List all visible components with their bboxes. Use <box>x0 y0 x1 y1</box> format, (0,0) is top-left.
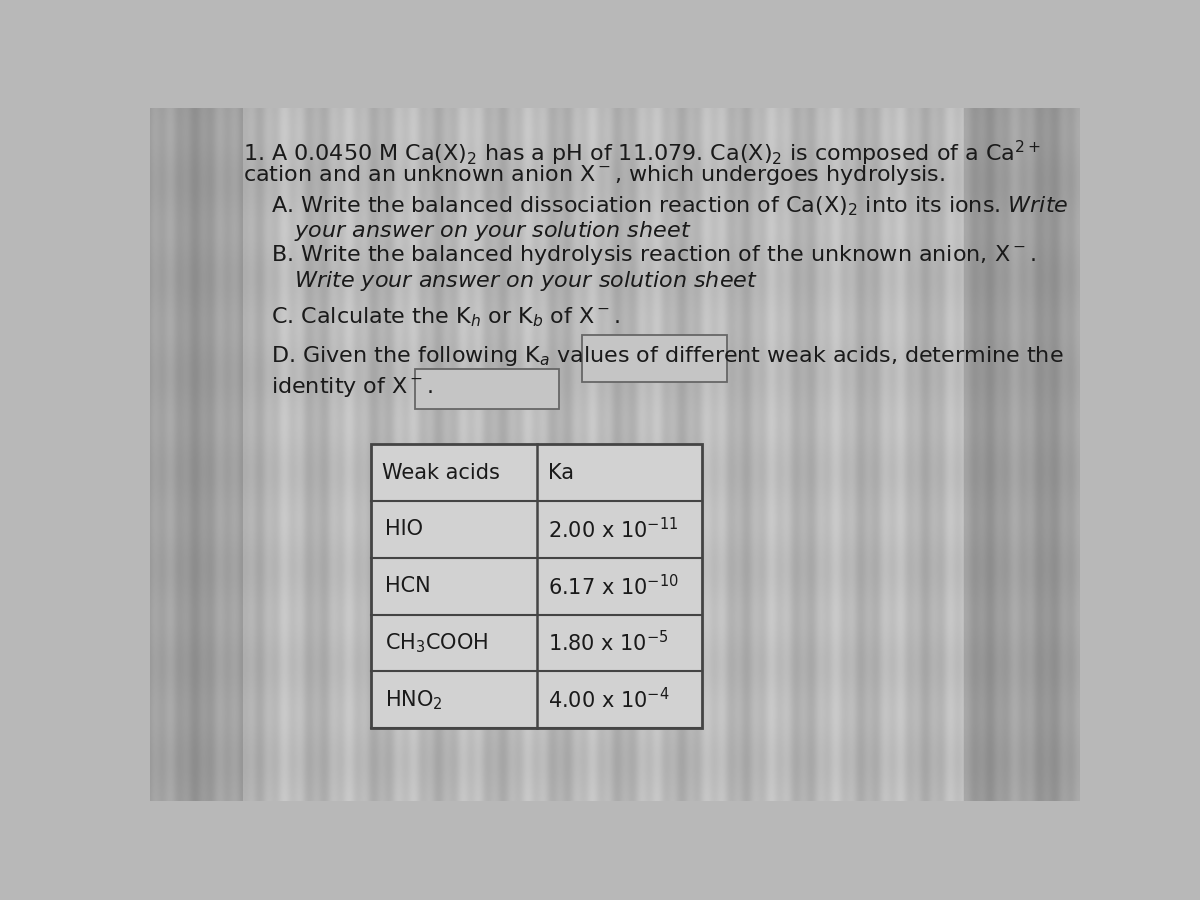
Text: $\it{your\ answer\ on\ your\ solution\ sheet}$: $\it{your\ answer\ on\ your\ solution\ s… <box>294 219 691 243</box>
Text: D. Given the following K$_a$ values of different weak acids, determine the: D. Given the following K$_a$ values of d… <box>271 344 1063 367</box>
Text: B. Write the balanced hydrolysis reaction of the unknown anion, X$^-$.: B. Write the balanced hydrolysis reactio… <box>271 243 1036 267</box>
Text: 4.00 x 10$^{-4}$: 4.00 x 10$^{-4}$ <box>548 688 670 713</box>
Text: 1. A 0.0450 M Ca(X)$_2$ has a pH of 11.079. Ca(X)$_2$ is composed of a Ca$^{2+}$: 1. A 0.0450 M Ca(X)$_2$ has a pH of 11.0… <box>242 140 1040 168</box>
Text: HIO: HIO <box>385 519 424 539</box>
Text: CH$_3$COOH: CH$_3$COOH <box>385 631 488 655</box>
FancyBboxPatch shape <box>371 444 702 728</box>
FancyBboxPatch shape <box>415 369 559 410</box>
Text: Weak acids: Weak acids <box>383 463 500 482</box>
Text: A. Write the balanced dissociation reaction of Ca(X)$_2$ into its ions. $\it{Wri: A. Write the balanced dissociation react… <box>271 194 1068 218</box>
Text: 1.80 x 10$^{-5}$: 1.80 x 10$^{-5}$ <box>548 630 668 655</box>
Text: HNO$_2$: HNO$_2$ <box>385 688 443 712</box>
Text: HCN: HCN <box>385 576 431 596</box>
Text: $\it{Write\ your\ answer\ on\ your\ solution\ sheet}$: $\it{Write\ your\ answer\ on\ your\ solu… <box>294 269 758 292</box>
FancyBboxPatch shape <box>582 336 727 382</box>
Text: C. Calculate the K$_h$ or K$_b$ of X$^-$.: C. Calculate the K$_h$ or K$_b$ of X$^-$… <box>271 305 620 329</box>
Text: identity of X$^-$.: identity of X$^-$. <box>271 374 433 399</box>
Text: 2.00 x 10$^{-11}$: 2.00 x 10$^{-11}$ <box>548 517 678 542</box>
Text: 6.17 x 10$^{-10}$: 6.17 x 10$^{-10}$ <box>548 573 679 598</box>
Text: Ka: Ka <box>548 463 574 482</box>
Text: cation and an unknown anion X$^-$, which undergoes hydrolysis.: cation and an unknown anion X$^-$, which… <box>242 164 946 187</box>
